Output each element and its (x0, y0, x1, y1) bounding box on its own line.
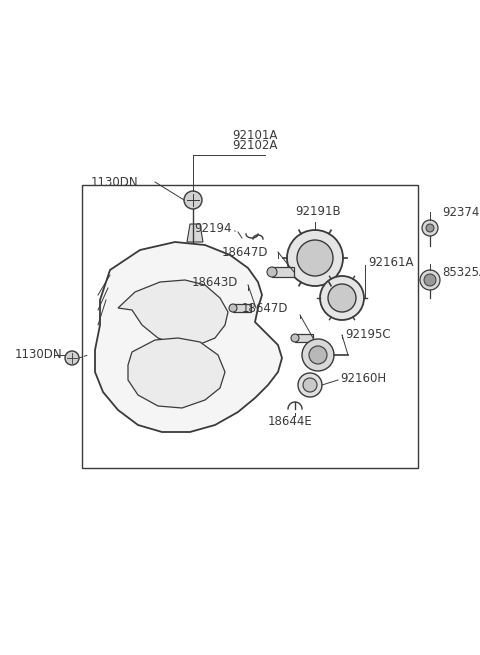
Text: 92160H: 92160H (340, 371, 386, 384)
Circle shape (424, 274, 436, 286)
Circle shape (420, 270, 440, 290)
Text: 85325A: 85325A (442, 265, 480, 278)
Text: 92194: 92194 (194, 221, 232, 234)
Text: 92191B: 92191B (295, 205, 341, 218)
Bar (295, 334, 313, 342)
Circle shape (303, 378, 317, 392)
Polygon shape (95, 242, 282, 432)
Polygon shape (187, 224, 203, 242)
Circle shape (291, 334, 299, 342)
Bar (272, 267, 294, 277)
Text: 92101A: 92101A (232, 129, 278, 142)
Text: 92161A: 92161A (368, 255, 413, 269)
Bar (233, 304, 251, 312)
Circle shape (184, 191, 202, 209)
Text: 92374: 92374 (442, 206, 480, 219)
Circle shape (297, 240, 333, 276)
Polygon shape (118, 280, 228, 345)
Circle shape (287, 230, 343, 286)
Text: 18647D: 18647D (221, 246, 268, 259)
Circle shape (422, 220, 438, 236)
Circle shape (302, 339, 334, 371)
Bar (82, 185, 418, 468)
Text: 92195C: 92195C (345, 329, 391, 341)
Circle shape (298, 373, 322, 397)
Text: 1130DN: 1130DN (90, 176, 138, 189)
Circle shape (320, 276, 364, 320)
Circle shape (426, 224, 434, 232)
Circle shape (328, 284, 356, 312)
Text: 18644E: 18644E (268, 415, 312, 428)
Text: 1130DN: 1130DN (14, 348, 62, 362)
Text: 92102A: 92102A (232, 139, 278, 152)
Polygon shape (128, 338, 225, 408)
Text: 18647D: 18647D (241, 301, 288, 314)
Circle shape (267, 267, 277, 277)
Circle shape (309, 346, 327, 364)
Circle shape (229, 304, 237, 312)
Circle shape (65, 351, 79, 365)
Text: 18643D: 18643D (192, 276, 238, 288)
